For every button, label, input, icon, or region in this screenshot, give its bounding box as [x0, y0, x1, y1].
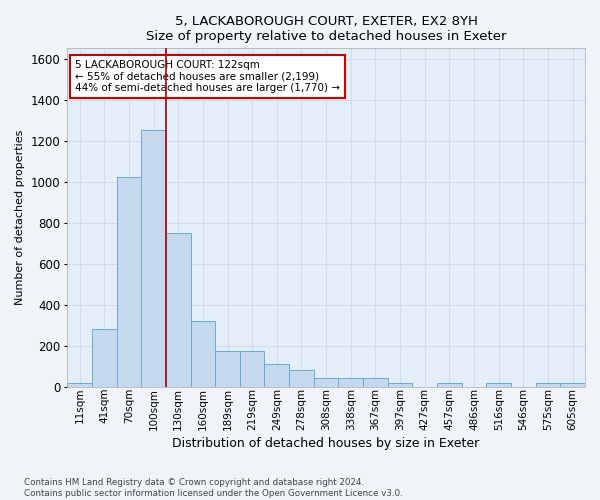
Y-axis label: Number of detached properties: Number of detached properties [15, 130, 25, 305]
Bar [560, 384, 585, 386]
Bar [487, 384, 511, 386]
Bar [437, 384, 462, 386]
X-axis label: Distribution of detached houses by size in Exeter: Distribution of detached houses by size … [173, 437, 480, 450]
Bar [191, 321, 215, 386]
Title: 5, LACKABOROUGH COURT, EXETER, EX2 8YH
Size of property relative to detached hou: 5, LACKABOROUGH COURT, EXETER, EX2 8YH S… [146, 15, 506, 43]
Bar [240, 350, 265, 386]
Bar [215, 350, 240, 386]
Bar [166, 233, 191, 386]
Bar [67, 384, 92, 386]
Bar [289, 370, 314, 386]
Text: Contains HM Land Registry data © Crown copyright and database right 2024.
Contai: Contains HM Land Registry data © Crown c… [24, 478, 403, 498]
Bar [92, 329, 116, 386]
Bar [116, 178, 141, 386]
Text: 5 LACKABOROUGH COURT: 122sqm
← 55% of detached houses are smaller (2,199)
44% of: 5 LACKABOROUGH COURT: 122sqm ← 55% of de… [75, 60, 340, 94]
Bar [314, 378, 338, 386]
Bar [338, 378, 363, 386]
Bar [363, 378, 388, 386]
Bar [265, 364, 289, 386]
Bar [388, 384, 412, 386]
Bar [536, 384, 560, 386]
Bar [141, 130, 166, 386]
